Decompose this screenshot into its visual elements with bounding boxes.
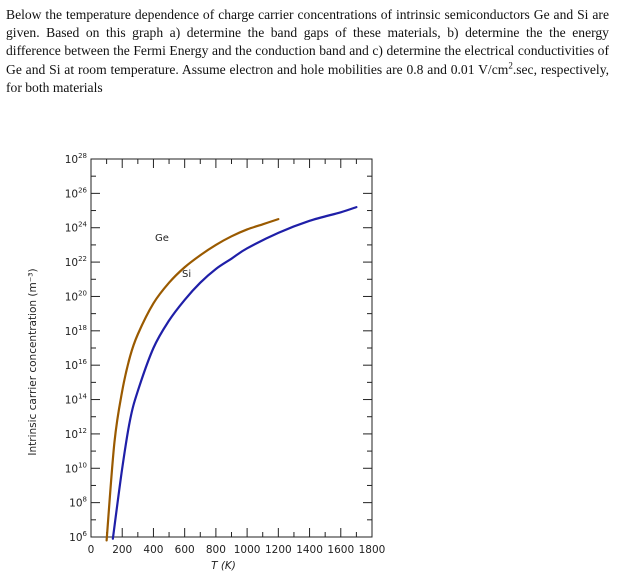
question-line: for both materials <box>6 79 103 95</box>
y-tick-label: 1012 <box>65 427 87 441</box>
y-axis-ticks: 106 108 1010 1012 1014 1016 1018 1020 1022 1024 10… <box>65 152 372 544</box>
y-tick-label: 1026 <box>65 186 88 200</box>
series-layer: Ge Si <box>105 206 358 542</box>
x-tick-label: 200 <box>112 544 132 556</box>
series-line-ge <box>105 218 280 542</box>
question-line: temperature. Assume electron and hole mo… <box>110 61 509 77</box>
question-text: Below the temperature dependence of char… <box>6 6 609 97</box>
question-line: Below the temperature dependence of char… <box>6 7 441 22</box>
series-line-si <box>111 206 358 540</box>
x-tick-label: 800 <box>206 544 226 556</box>
y-tick-label: 1022 <box>65 255 87 269</box>
curve-label-si: Si <box>182 269 191 280</box>
x-tick-label: 1200 <box>265 544 292 556</box>
question-line: .sec, respectively, <box>512 61 610 77</box>
y-tick-label: 1010 <box>65 461 87 475</box>
x-tick-label: 1400 <box>296 544 323 556</box>
x-tick-label: 0 <box>88 544 95 556</box>
x-axis-ticks: 0 200 400 600 800 1000 1200 1400 1600 1800 <box>88 159 386 556</box>
question-superscript: 2 <box>508 60 513 71</box>
question-line: materials, b) determine the the energy d… <box>6 25 609 59</box>
x-tick-label: 600 <box>175 544 195 556</box>
question-line: conduction band and c) determine the ele… <box>6 43 609 77</box>
y-tick-label: 1028 <box>65 152 87 166</box>
x-tick-label: 1000 <box>234 544 261 556</box>
y-tick-label: 1016 <box>65 358 88 372</box>
y-tick-label: 108 <box>69 496 87 510</box>
curve-label-ge: Ge <box>155 233 169 244</box>
y-tick-label: 1014 <box>65 393 88 407</box>
x-tick-label: 1800 <box>359 544 386 556</box>
y-axis-title: Intrinsic carrier concentration (m⁻³) <box>27 268 39 455</box>
x-tick-label: 1600 <box>327 544 354 556</box>
question-line: semiconductors Ge and Si are given. Base… <box>6 7 609 41</box>
y-tick-label: 1024 <box>65 221 88 235</box>
y-tick-label: 106 <box>69 530 87 544</box>
y-tick-label: 1018 <box>65 324 87 338</box>
x-axis-title: T (K) <box>211 560 236 572</box>
x-tick-label: 400 <box>143 544 163 556</box>
y-tick-label: 1020 <box>65 289 87 303</box>
